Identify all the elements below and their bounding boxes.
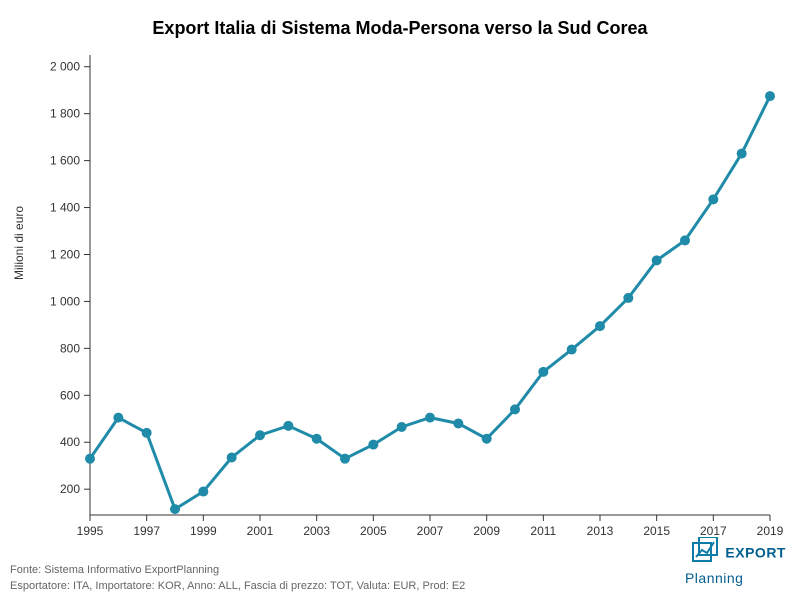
chart-svg: 200 400 600 800 1 000 1 200 1 400 1 600 1 800 2 0… xyxy=(0,0,800,560)
svg-text:1 400: 1 400 xyxy=(50,201,80,215)
svg-text:1997: 1997 xyxy=(133,524,160,538)
svg-text:1 200: 1 200 xyxy=(50,247,80,261)
svg-text:1999: 1999 xyxy=(190,524,217,538)
svg-text:2011: 2011 xyxy=(530,524,556,538)
svg-text:2009: 2009 xyxy=(473,524,500,538)
svg-text:2007: 2007 xyxy=(417,524,444,538)
svg-text:2015: 2015 xyxy=(643,524,670,538)
logo-icon xyxy=(689,537,721,570)
svg-text:200: 200 xyxy=(60,482,80,496)
svg-text:1 000: 1 000 xyxy=(50,294,80,308)
svg-text:2003: 2003 xyxy=(303,524,330,538)
svg-text:2019: 2019 xyxy=(757,524,784,538)
svg-text:2017: 2017 xyxy=(700,524,727,538)
svg-text:1995: 1995 xyxy=(77,524,104,538)
svg-text:800: 800 xyxy=(60,341,80,355)
svg-text:600: 600 xyxy=(60,388,80,402)
svg-text:400: 400 xyxy=(60,435,80,449)
svg-text:2 000: 2 000 xyxy=(50,60,80,74)
svg-text:2005: 2005 xyxy=(360,524,387,538)
footer-source: Fonte: Sistema Informativo ExportPlannin… xyxy=(10,563,465,578)
footer-params: Esportatore: ITA, Importatore: KOR, Anno… xyxy=(10,579,465,594)
svg-text:2013: 2013 xyxy=(587,524,614,538)
svg-text:1 600: 1 600 xyxy=(50,154,80,168)
svg-text:1 800: 1 800 xyxy=(50,107,80,121)
chart-container: Export Italia di Sistema Moda-Persona ve… xyxy=(0,0,800,600)
svg-text:2001: 2001 xyxy=(247,524,274,538)
exportplanning-logo: EXPORT Planning xyxy=(685,537,786,588)
chart-footer: Fonte: Sistema Informativo ExportPlannin… xyxy=(10,563,465,594)
